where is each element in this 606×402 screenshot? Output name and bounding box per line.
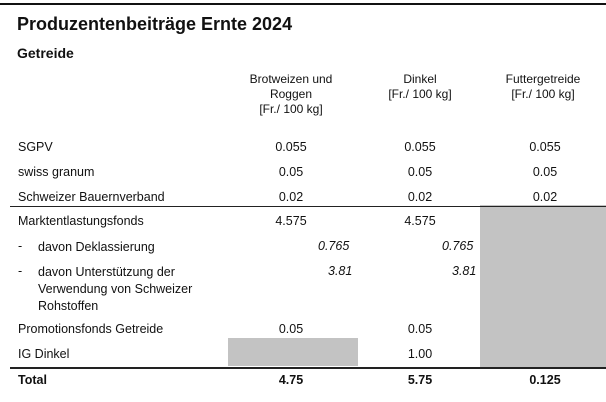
cell-value-italic: 0.765	[442, 239, 474, 253]
section-subtitle: Getreide	[17, 45, 74, 61]
top-rule	[0, 3, 606, 5]
row-label: SGPV	[18, 140, 53, 154]
table-row-marktentlastung: Marktentlastungsfonds 4.575 4.575	[0, 214, 606, 238]
table-row-swiss-granum: swiss granum 0.05 0.05 0.05	[0, 165, 606, 189]
row-label: Total	[18, 373, 47, 387]
row-label: davon Deklassierung	[38, 240, 155, 254]
page-title: Produzentenbeiträge Ernte 2024	[17, 14, 293, 34]
column-header-line: Roggen	[269, 87, 313, 101]
cell-value: 4.575	[275, 214, 307, 228]
cell-value: 0.05	[532, 165, 558, 179]
column-header-line: Futtergetreide	[505, 72, 581, 86]
cell-value: 0.05	[278, 165, 304, 179]
cell-value: 0.055	[275, 140, 307, 154]
row-label: swiss granum	[18, 165, 95, 179]
column-header-unit: [Fr./ 100 kg]	[511, 87, 575, 101]
total-divider	[10, 367, 606, 369]
row-label-line: Verwendung von Schweizer	[38, 282, 193, 296]
table-row-sgpv: SGPV 0.055 0.055 0.055	[0, 140, 606, 164]
table-row-deklassierung: - davon Deklassierung 0.765 0.765	[0, 239, 606, 263]
gray-block-ig-dinkel	[228, 338, 358, 366]
cell-value: 0.05	[407, 322, 433, 336]
column-header-dinkel: Dinkel [Fr./ 100 kg]	[364, 72, 476, 102]
row-dash: -	[18, 239, 23, 253]
cell-value: 0.02	[278, 190, 304, 204]
cell-value: 0.055	[529, 140, 561, 154]
cell-value: 0.125	[529, 373, 561, 387]
table-row-total: Total 4.75 5.75 0.125	[0, 373, 606, 397]
table-row-ig-dinkel: IG Dinkel 1.00	[0, 347, 606, 371]
column-header-line: Brotweizen und	[249, 72, 333, 86]
cell-value: 0.02	[532, 190, 558, 204]
cell-value: 0.02	[407, 190, 433, 204]
table-row-unterstuetzung: - davon Unterstützung der Verwendung von…	[0, 264, 606, 318]
cell-value: 1.00	[407, 347, 433, 361]
column-header-unit: [Fr./ 100 kg]	[388, 87, 452, 101]
cell-value: 0.055	[404, 140, 436, 154]
row-divider	[10, 206, 606, 207]
column-header-futtergetreide: Futtergetreide [Fr./ 100 kg]	[480, 72, 606, 102]
row-label-line: Rohstoffen	[38, 299, 99, 313]
column-header-brotweizen: Brotweizen und Roggen [Fr./ 100 kg]	[220, 72, 362, 117]
cell-value: 5.75	[407, 373, 433, 387]
row-label-line: davon Unterstützung der	[38, 265, 175, 279]
cell-value: 4.575	[404, 214, 436, 228]
cell-value: 0.05	[278, 322, 304, 336]
cell-value: 4.75	[278, 373, 304, 387]
row-label-multiline: davon Unterstützung der Verwendung von S…	[38, 264, 192, 315]
column-header-unit: [Fr./ 100 kg]	[259, 102, 323, 116]
cell-value-italic: 3.81	[328, 264, 353, 278]
table-row-promotion: Promotionsfonds Getreide 0.05 0.05	[0, 322, 606, 346]
row-dash: -	[18, 264, 23, 278]
table-row-bauernverband: Schweizer Bauernverband 0.02 0.02 0.02	[0, 190, 606, 214]
row-label: Marktentlastungsfonds	[18, 214, 144, 228]
cell-value: 0.05	[407, 165, 433, 179]
row-label: Promotionsfonds Getreide	[18, 322, 164, 336]
column-header-line: Dinkel	[403, 72, 437, 86]
cell-value-italic: 0.765	[318, 239, 350, 253]
row-label: IG Dinkel	[18, 347, 70, 361]
row-label: Schweizer Bauernverband	[18, 190, 165, 204]
gray-block-futtergetreide	[480, 205, 606, 367]
cell-value-italic: 3.81	[452, 264, 477, 278]
